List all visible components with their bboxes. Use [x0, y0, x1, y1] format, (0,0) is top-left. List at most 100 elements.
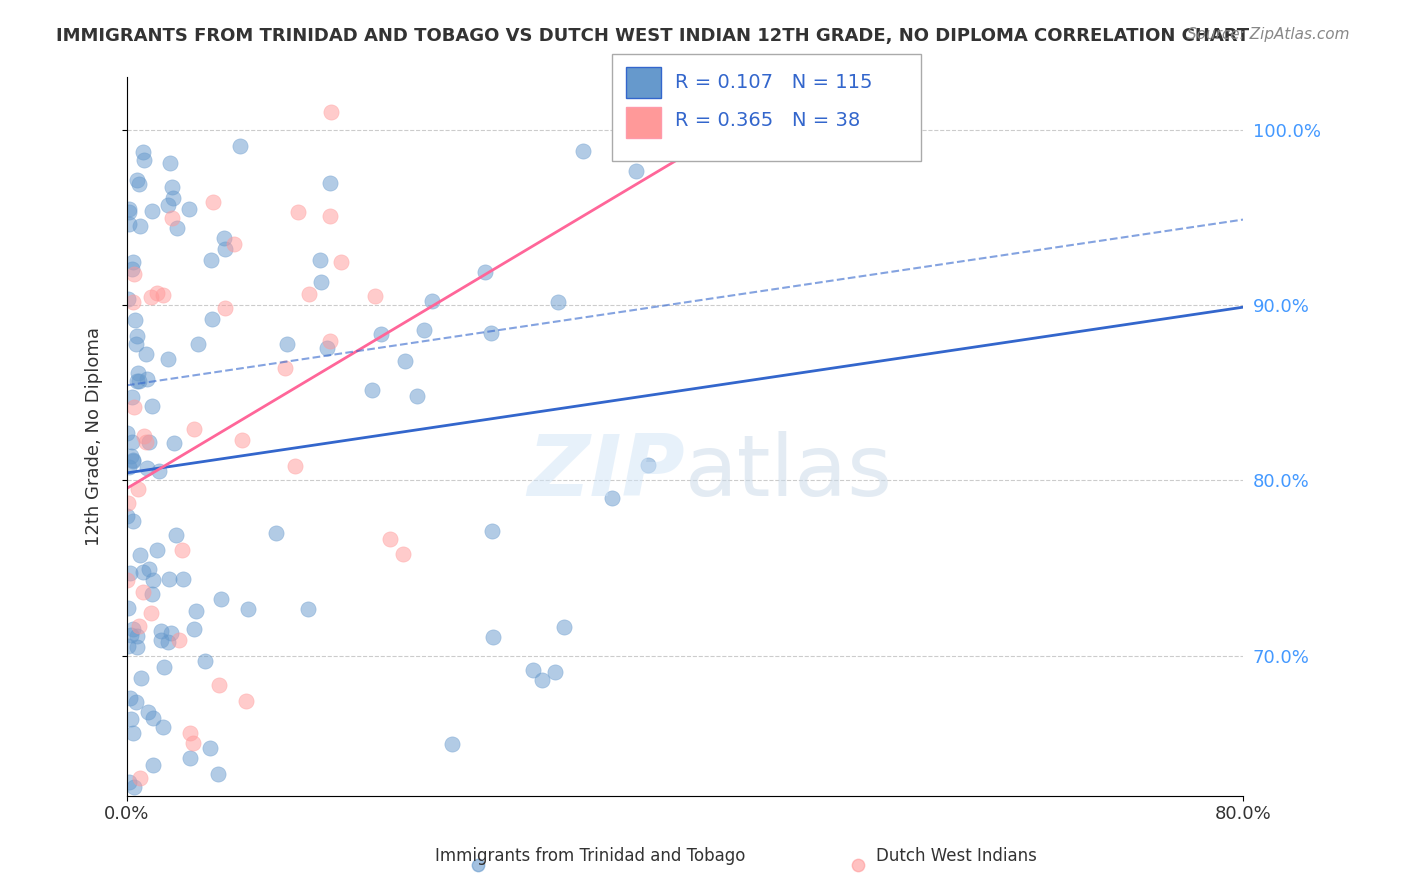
Point	[125, 629, 148, 643]
Point	[128, 374, 150, 388]
Point	[207, 767, 229, 781]
Point	[142, 758, 165, 772]
Point	[157, 352, 180, 367]
Point	[124, 267, 146, 281]
Point	[172, 572, 194, 586]
Point	[117, 601, 139, 615]
Point	[298, 287, 321, 301]
Point	[224, 236, 246, 251]
Point	[214, 301, 236, 315]
Point	[319, 209, 342, 223]
Point	[172, 542, 194, 557]
Point	[138, 435, 160, 450]
Point	[553, 620, 575, 634]
Point	[235, 694, 257, 708]
Point	[132, 584, 155, 599]
Point	[129, 219, 152, 233]
Text: R = 0.365   N = 38: R = 0.365 N = 38	[675, 111, 860, 130]
Point	[129, 671, 152, 685]
Point	[136, 460, 159, 475]
Text: Immigrants from Trinidad and Tobago: Immigrants from Trinidad and Tobago	[436, 847, 745, 865]
Point	[420, 294, 443, 309]
Point	[157, 634, 180, 648]
Point	[115, 425, 138, 440]
Point	[125, 328, 148, 343]
Text: Dutch West Indians: Dutch West Indians	[876, 847, 1036, 865]
Point	[121, 435, 143, 450]
Point	[118, 691, 141, 706]
Point	[183, 736, 205, 750]
Point	[846, 858, 869, 872]
Point	[157, 572, 180, 586]
Point	[274, 361, 297, 376]
Text: ZIP: ZIP	[527, 431, 685, 514]
Point	[117, 508, 139, 523]
Point	[127, 366, 149, 380]
Point	[141, 587, 163, 601]
Point	[127, 375, 149, 389]
Y-axis label: 12th Grade, No Diploma: 12th Grade, No Diploma	[86, 327, 103, 546]
Point	[128, 548, 150, 562]
Point	[135, 347, 157, 361]
Text: R = 0.107   N = 115: R = 0.107 N = 115	[675, 72, 872, 92]
Point	[329, 255, 352, 269]
Point	[118, 217, 141, 231]
Point	[120, 628, 142, 642]
Point	[474, 265, 496, 279]
Point	[481, 630, 503, 644]
Point	[479, 326, 502, 340]
Point	[157, 198, 180, 212]
Point	[159, 156, 181, 170]
Point	[152, 659, 174, 673]
Point	[117, 204, 139, 219]
Point	[311, 275, 333, 289]
Point	[229, 139, 252, 153]
Point	[318, 334, 340, 348]
Point	[121, 390, 143, 404]
Point	[276, 337, 298, 351]
Point	[572, 144, 595, 158]
Point	[141, 606, 163, 620]
Text: atlas: atlas	[685, 431, 893, 514]
Point	[132, 429, 155, 443]
Point	[602, 491, 624, 506]
Point	[122, 780, 145, 795]
Point	[120, 449, 142, 463]
Point	[141, 203, 163, 218]
Text: IMMIGRANTS FROM TRINIDAD AND TOBAGO VS DUTCH WEST INDIAN 12TH GRADE, NO DIPLOMA : IMMIGRANTS FROM TRINIDAD AND TOBAGO VS D…	[56, 27, 1250, 45]
Point	[118, 774, 141, 789]
Point	[441, 737, 464, 751]
Point	[148, 464, 170, 478]
Point	[179, 725, 201, 739]
Point	[122, 401, 145, 415]
Point	[117, 292, 139, 306]
Point	[319, 176, 342, 190]
Point	[287, 205, 309, 219]
Point	[194, 654, 217, 668]
Point	[378, 532, 401, 546]
Point	[121, 454, 143, 468]
Point	[125, 173, 148, 187]
Point	[201, 312, 224, 326]
Point	[209, 591, 232, 606]
Point	[200, 252, 222, 267]
Point	[136, 705, 159, 719]
Point	[142, 573, 165, 587]
Point	[150, 624, 173, 639]
Point	[264, 526, 287, 541]
Point	[117, 639, 139, 653]
Point	[547, 295, 569, 310]
Point	[124, 312, 146, 326]
Point	[122, 453, 145, 467]
Point	[142, 711, 165, 725]
Point	[208, 678, 231, 692]
Point	[316, 342, 339, 356]
Point	[121, 515, 143, 529]
Point	[122, 622, 145, 636]
Point	[150, 633, 173, 648]
Point	[177, 202, 200, 216]
Point	[166, 220, 188, 235]
Point	[125, 336, 148, 351]
Point	[214, 242, 236, 256]
Point	[136, 372, 159, 386]
